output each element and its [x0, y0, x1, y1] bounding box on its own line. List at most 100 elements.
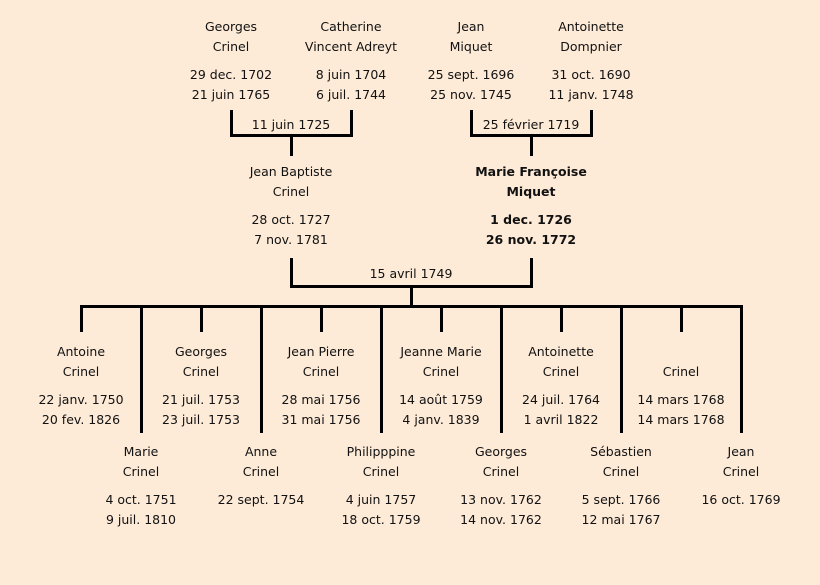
first-name: Catherine — [320, 19, 382, 34]
death-date: 31 mai 1756 — [281, 412, 361, 427]
birth-date: 14 août 1759 — [399, 392, 483, 407]
last-name: Crinel — [362, 464, 400, 479]
person-card-grandfather-paternal: Georges Crinel 29 dec. 1702 21 juin 1765 — [161, 17, 301, 105]
first-name: Georges — [474, 444, 528, 459]
marriage-date: 11 juin 1725 — [251, 117, 331, 132]
last-name: Crinel — [662, 364, 700, 379]
connector-line — [290, 258, 293, 288]
death-date: 18 oct. 1759 — [341, 512, 421, 527]
death-date: 21 juin 1765 — [191, 87, 271, 102]
last-name: Dompnier — [560, 39, 622, 54]
connector-line — [80, 305, 743, 308]
connector-line — [350, 110, 353, 137]
connector-line — [200, 306, 203, 332]
first-name: Sébastien — [590, 444, 652, 459]
last-name: Crinel — [302, 364, 340, 379]
person-card-grandmother-maternal: Antoinette Dompnier 31 oct. 1690 11 janv… — [521, 17, 661, 105]
first-name: Anne — [244, 444, 278, 459]
first-name: Jean — [727, 444, 755, 459]
death-date: 4 janv. 1839 — [402, 412, 480, 427]
person-card-child: Jeanne Marie Crinel 14 août 1759 4 janv. 18… — [371, 342, 511, 430]
person-card-child: Georges Crinel 21 juil. 1753 23 juil. 1753 — [131, 342, 271, 430]
person-card-child: Jean Pierre Crinel 28 mai 1756 31 mai 1756 — [251, 342, 391, 430]
birth-date: 28 mai 1756 — [281, 392, 361, 407]
birth-date: 16 oct. 1769 — [701, 492, 781, 507]
last-name: Miquet — [506, 184, 556, 199]
connector-line — [590, 110, 593, 137]
birth-date: 22 janv. 1750 — [38, 392, 124, 407]
birth-date: 1 dec. 1726 — [490, 212, 572, 227]
last-name: Crinel — [422, 364, 460, 379]
death-date: 12 mai 1767 — [581, 512, 661, 527]
connector-line — [80, 306, 83, 332]
birth-date: 14 mars 1768 — [637, 392, 725, 407]
person-card-child: Jean Crinel 16 oct. 1769 — [671, 442, 811, 530]
first-name: Jeanne Marie — [400, 344, 482, 359]
marriage-date: 15 avril 1749 — [369, 266, 453, 281]
first-name: Jean Baptiste — [249, 164, 333, 179]
connector-line — [140, 306, 143, 433]
last-name: Miquet — [449, 39, 493, 54]
first-name: Antoine — [56, 344, 106, 359]
last-name: Crinel — [212, 39, 250, 54]
birth-date: 25 sept. 1696 — [427, 67, 515, 82]
connector-line — [500, 306, 503, 433]
birth-date: 22 sept. 1754 — [217, 492, 305, 507]
death-date — [671, 510, 811, 530]
first-name: Marie Françoise — [475, 164, 587, 179]
last-name: Crinel — [62, 364, 100, 379]
person-card-child: Anne Crinel 22 sept. 1754 — [191, 442, 331, 530]
connector-line — [290, 134, 293, 156]
last-name: Crinel — [122, 464, 160, 479]
person-card-child: Antoinette Crinel 24 juil. 1764 1 avril 182… — [491, 342, 631, 430]
first-name: Georges — [204, 19, 258, 34]
first-name: Antoinette — [558, 19, 624, 34]
connector-line — [230, 110, 233, 137]
connector-line — [560, 306, 563, 332]
last-name: Crinel — [722, 464, 760, 479]
death-date: 14 nov. 1762 — [460, 512, 542, 527]
birth-date: 4 juin 1757 — [345, 492, 417, 507]
birth-date: 21 juil. 1753 — [162, 392, 240, 407]
first-name: Antoinette — [528, 344, 594, 359]
connector-line — [680, 306, 683, 332]
birth-date: 24 juil. 1764 — [522, 392, 600, 407]
person-card-grandmother-paternal: Catherine Vincent Adreyt 8 juin 1704 6 j… — [281, 17, 421, 105]
birth-date: 8 juin 1704 — [315, 67, 387, 82]
person-card-child: Antoine Crinel 22 janv. 1750 20 fev. 1826 — [11, 342, 151, 430]
death-date: 23 juil. 1753 — [162, 412, 240, 427]
connector-line — [470, 110, 473, 137]
first-name: Philipppine — [346, 444, 416, 459]
connector-line — [530, 134, 533, 156]
death-date: 25 nov. 1745 — [430, 87, 512, 102]
person-card-father: Jean Baptiste Crinel 28 oct. 1727 7 nov.… — [221, 162, 361, 250]
birth-date: 31 oct. 1690 — [551, 67, 631, 82]
last-name: Crinel — [242, 464, 280, 479]
death-date: 11 janv. 1748 — [548, 87, 634, 102]
connector-line — [740, 306, 743, 433]
birth-date: 13 nov. 1762 — [460, 492, 542, 507]
death-date: 26 nov. 1772 — [485, 232, 577, 247]
person-card-grandfather-maternal: Jean Miquet 25 sept. 1696 25 nov. 1745 — [401, 17, 541, 105]
person-card-mother-selected: Marie Françoise Miquet 1 dec. 1726 26 no… — [461, 162, 601, 250]
birth-date: 28 oct. 1727 — [251, 212, 331, 227]
death-date: 6 juil. 1744 — [315, 87, 387, 102]
last-name: Crinel — [272, 184, 310, 199]
first-name: Georges — [174, 344, 228, 359]
last-name: Vincent Adreyt — [304, 39, 398, 54]
connector-line — [440, 306, 443, 332]
first-name: Jean Pierre — [287, 344, 355, 359]
last-name: Crinel — [182, 364, 220, 379]
last-name: Crinel — [542, 364, 580, 379]
marriage-date: 25 février 1719 — [482, 117, 580, 132]
birth-date: 4 oct. 1751 — [105, 492, 177, 507]
death-date: 1 avril 1822 — [523, 412, 599, 427]
last-name: Crinel — [602, 464, 640, 479]
connector-line — [380, 306, 383, 433]
birth-date: 5 sept. 1766 — [581, 492, 661, 507]
last-name: Crinel — [482, 464, 520, 479]
first-name: Jean — [457, 19, 485, 34]
connector-line — [320, 306, 323, 332]
first-name — [611, 342, 751, 362]
person-card-child: Crinel 14 mars 1768 14 mars 1768 — [611, 342, 751, 430]
